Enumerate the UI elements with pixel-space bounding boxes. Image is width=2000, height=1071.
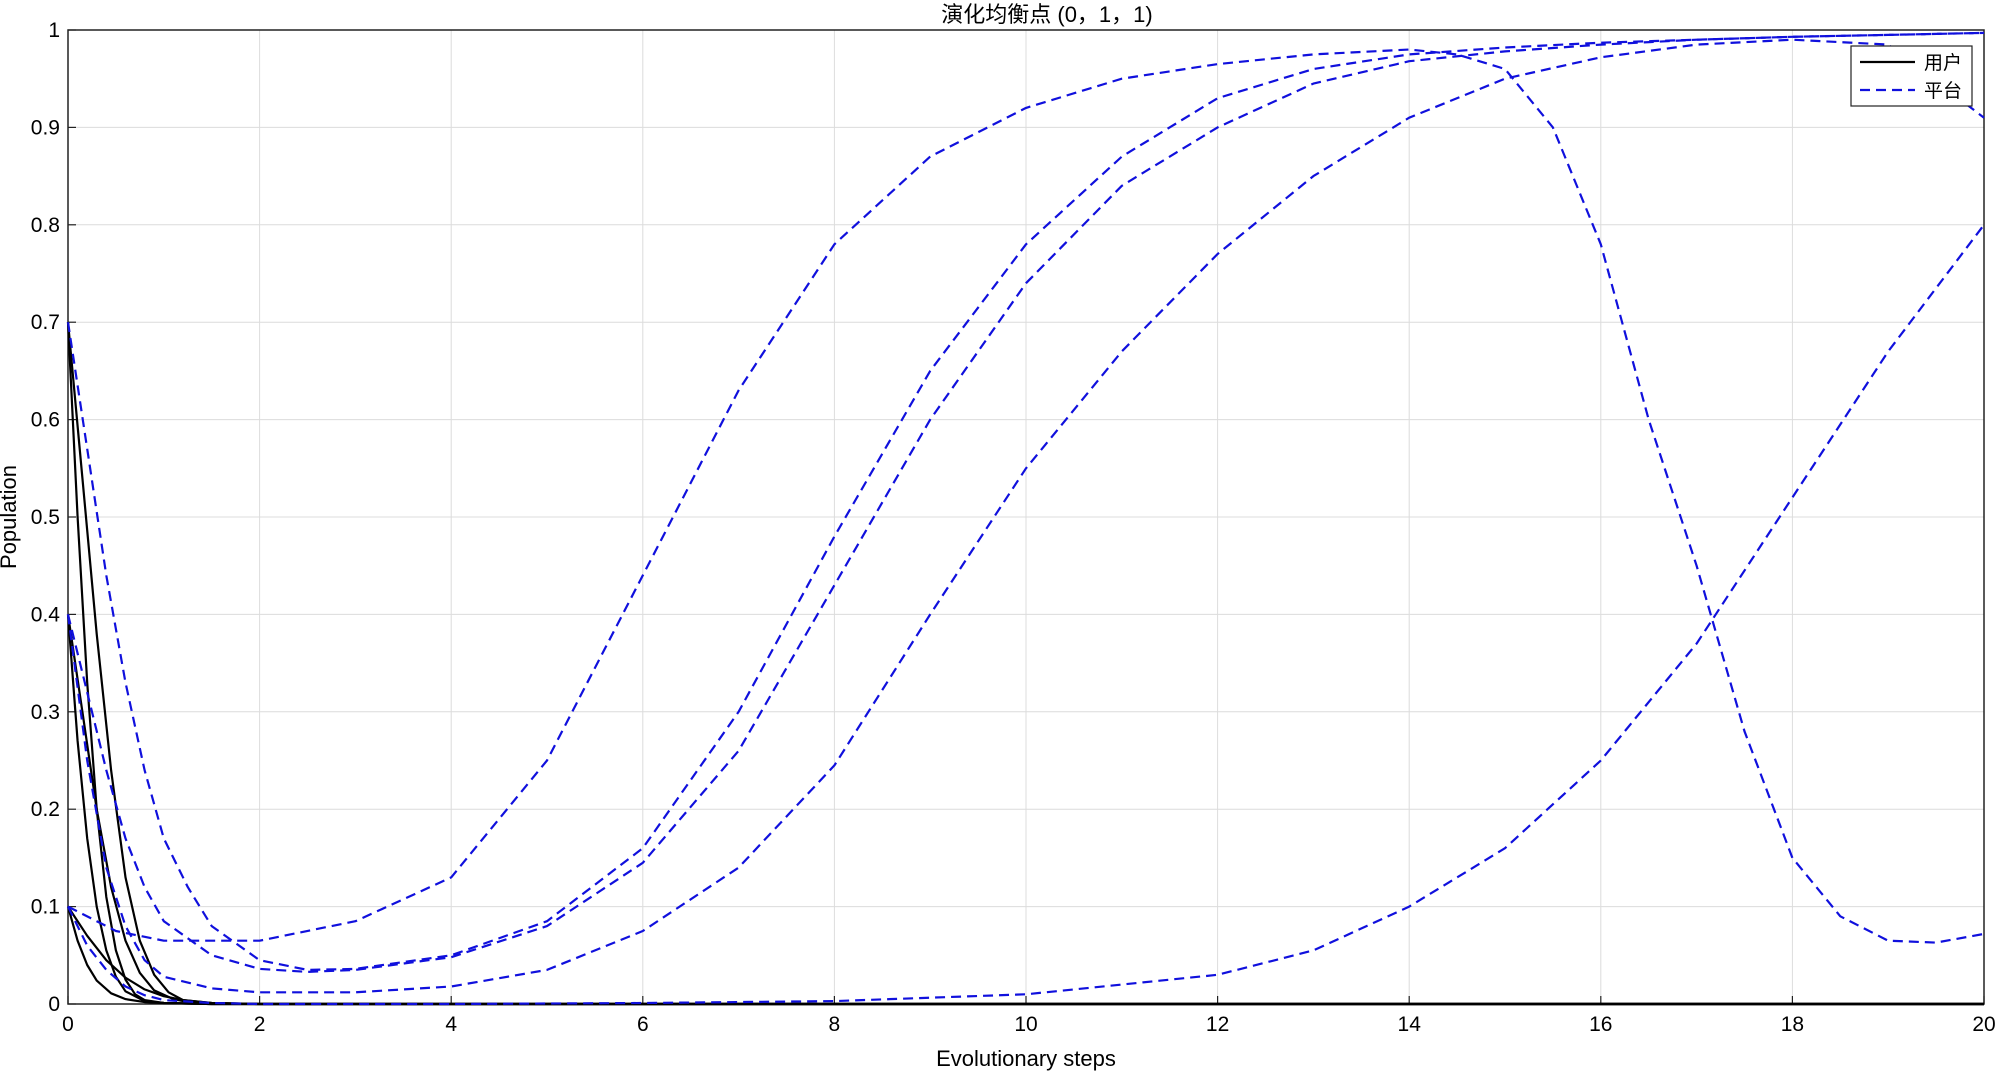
chart-title: 演化均衡点 (0，1，1) — [941, 2, 1152, 27]
legend-label-用户: 用户 — [1924, 52, 1962, 74]
x-axis: 0 2 4 6 8 10 12 14 16 18 20 — [62, 996, 1996, 1036]
x-tick-label: 12 — [1206, 1013, 1229, 1036]
y-tick-label: 0.2 — [31, 798, 60, 821]
platform-series-line-7 — [66, 31, 1985, 973]
x-tick-label: 2 — [254, 1013, 266, 1036]
y-tick-label: 1 — [48, 19, 60, 42]
platform-series-line-8 — [66, 38, 1985, 994]
y-tick-label: 0.7 — [31, 311, 60, 334]
x-tick-label: 8 — [829, 1013, 841, 1036]
platform-series-line-9 — [67, 48, 1985, 944]
legend-label-平台: 平台 — [1924, 80, 1962, 102]
y-tick-label: 0.1 — [31, 896, 60, 919]
y-tick-label: 0 — [48, 993, 60, 1016]
y-axis: 0 0.1 0.2 0.3 0.4 0.5 0.6 0.7 0.8 0.9 1 — [31, 19, 76, 1016]
y-tick-label: 0.6 — [31, 409, 60, 432]
x-tick-label: 16 — [1589, 1013, 1612, 1036]
series-layer — [66, 31, 1985, 1006]
x-tick-label: 18 — [1781, 1013, 1804, 1036]
y-axis-label: Population — [0, 465, 21, 569]
x-tick-label: 0 — [62, 1013, 74, 1036]
y-tick-label: 0.3 — [31, 701, 60, 724]
x-tick-label: 6 — [637, 1013, 649, 1036]
y-tick-label: 0.9 — [31, 116, 60, 139]
x-tick-label: 20 — [1972, 1013, 1995, 1036]
y-tick-label: 0.4 — [31, 603, 61, 626]
x-tick-label: 14 — [1398, 1013, 1422, 1036]
x-tick-label: 10 — [1014, 1013, 1037, 1036]
y-tick-label: 0.8 — [31, 214, 60, 237]
x-tick-label: 4 — [445, 1013, 457, 1036]
x-axis-label: Evolutionary steps — [936, 1046, 1116, 1071]
legend-box — [1850, 45, 1973, 107]
legend: 用户 平台 — [1850, 45, 1973, 107]
y-tick-label: 0.5 — [31, 506, 60, 529]
user-series-line-4 — [66, 906, 1984, 1006]
